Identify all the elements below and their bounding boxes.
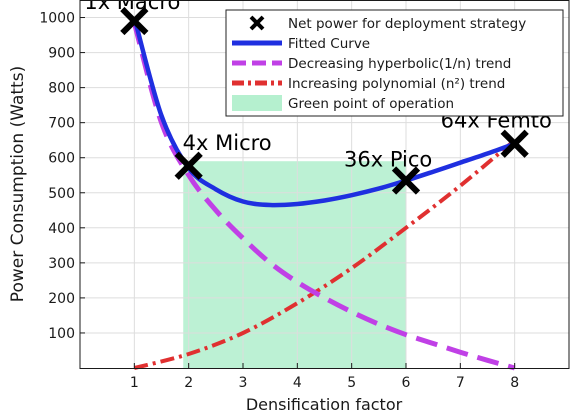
y-tick-label-700: 700 (48, 116, 75, 132)
data-point-marker-3-stroke-b (391, 166, 421, 195)
legend: Net power for deployment strategy Fitted … (225, 9, 564, 117)
polynomial-trend-line (133, 138, 516, 370)
y-tick-label-300: 300 (48, 256, 75, 272)
point-label-1: 1x Macro (84, 0, 180, 14)
data-point-marker-4-stroke-b (500, 129, 529, 158)
green-operation-region (183, 161, 406, 368)
x-tick-label-3: 3 (239, 375, 248, 391)
x-axis-label: Densification factor (246, 395, 403, 414)
markers-layer (120, 6, 529, 195)
x-tick-label-4: 4 (293, 375, 302, 391)
legend-label-1: Net power for deployment strategy (288, 16, 526, 32)
hyperbolic-trend-line (131, 22, 516, 371)
y-tick-label-200: 200 (48, 291, 75, 307)
y-tick-label-100: 100 (48, 326, 75, 342)
data-point-marker-1 (120, 6, 149, 36)
y-tick-label-800: 800 (48, 81, 75, 97)
legend-label-3: Decreasing hyperbolic(1/n) trend (288, 56, 511, 72)
green-region-layer (183, 161, 406, 368)
x-tick-label-6: 6 (402, 375, 411, 391)
legend-label-4: Increasing polynomial (n²) trend (288, 76, 505, 92)
y-tick-label-1000: 1000 (39, 11, 75, 27)
y-tick-label-400: 400 (48, 221, 75, 237)
legend-label-2: Fitted Curve (288, 36, 370, 52)
y-tick-label-500: 500 (48, 186, 75, 202)
point-label-3: 36x Pico (344, 147, 432, 171)
y-tick-label-900: 900 (48, 46, 75, 62)
legend-swatch-1 (249, 15, 265, 31)
legend-box (225, 9, 564, 117)
y-tick-label-600: 600 (48, 151, 75, 167)
legend-label-5: Green point of operation (288, 96, 454, 112)
x-tick-label-2: 2 (184, 375, 193, 391)
data-point-marker-3 (391, 166, 421, 195)
data-point-marker-2-stroke-b (174, 151, 203, 180)
legend-swatch-1-stroke-b (249, 15, 265, 31)
x-tick-label-8: 8 (510, 375, 519, 391)
x-tick-label-1: 1 (130, 375, 139, 391)
data-point-marker-2 (174, 151, 203, 180)
legend-swatch-5 (232, 95, 282, 111)
plot-frame (79, 0, 570, 369)
data-point-marker-1-stroke-b (120, 6, 149, 36)
y-axis-label: Power Consumption (Watts) (8, 66, 28, 302)
x-tick-label-5: 5 (347, 375, 356, 391)
axes: 1 2 3 4 5 6 7 8 100 200 300 400 500 600 700 800 900 1000 (39, 0, 570, 391)
point-label-2: 4x Micro (183, 131, 272, 155)
x-tick-label-7: 7 (456, 375, 465, 391)
data-point-marker-4 (500, 129, 529, 158)
